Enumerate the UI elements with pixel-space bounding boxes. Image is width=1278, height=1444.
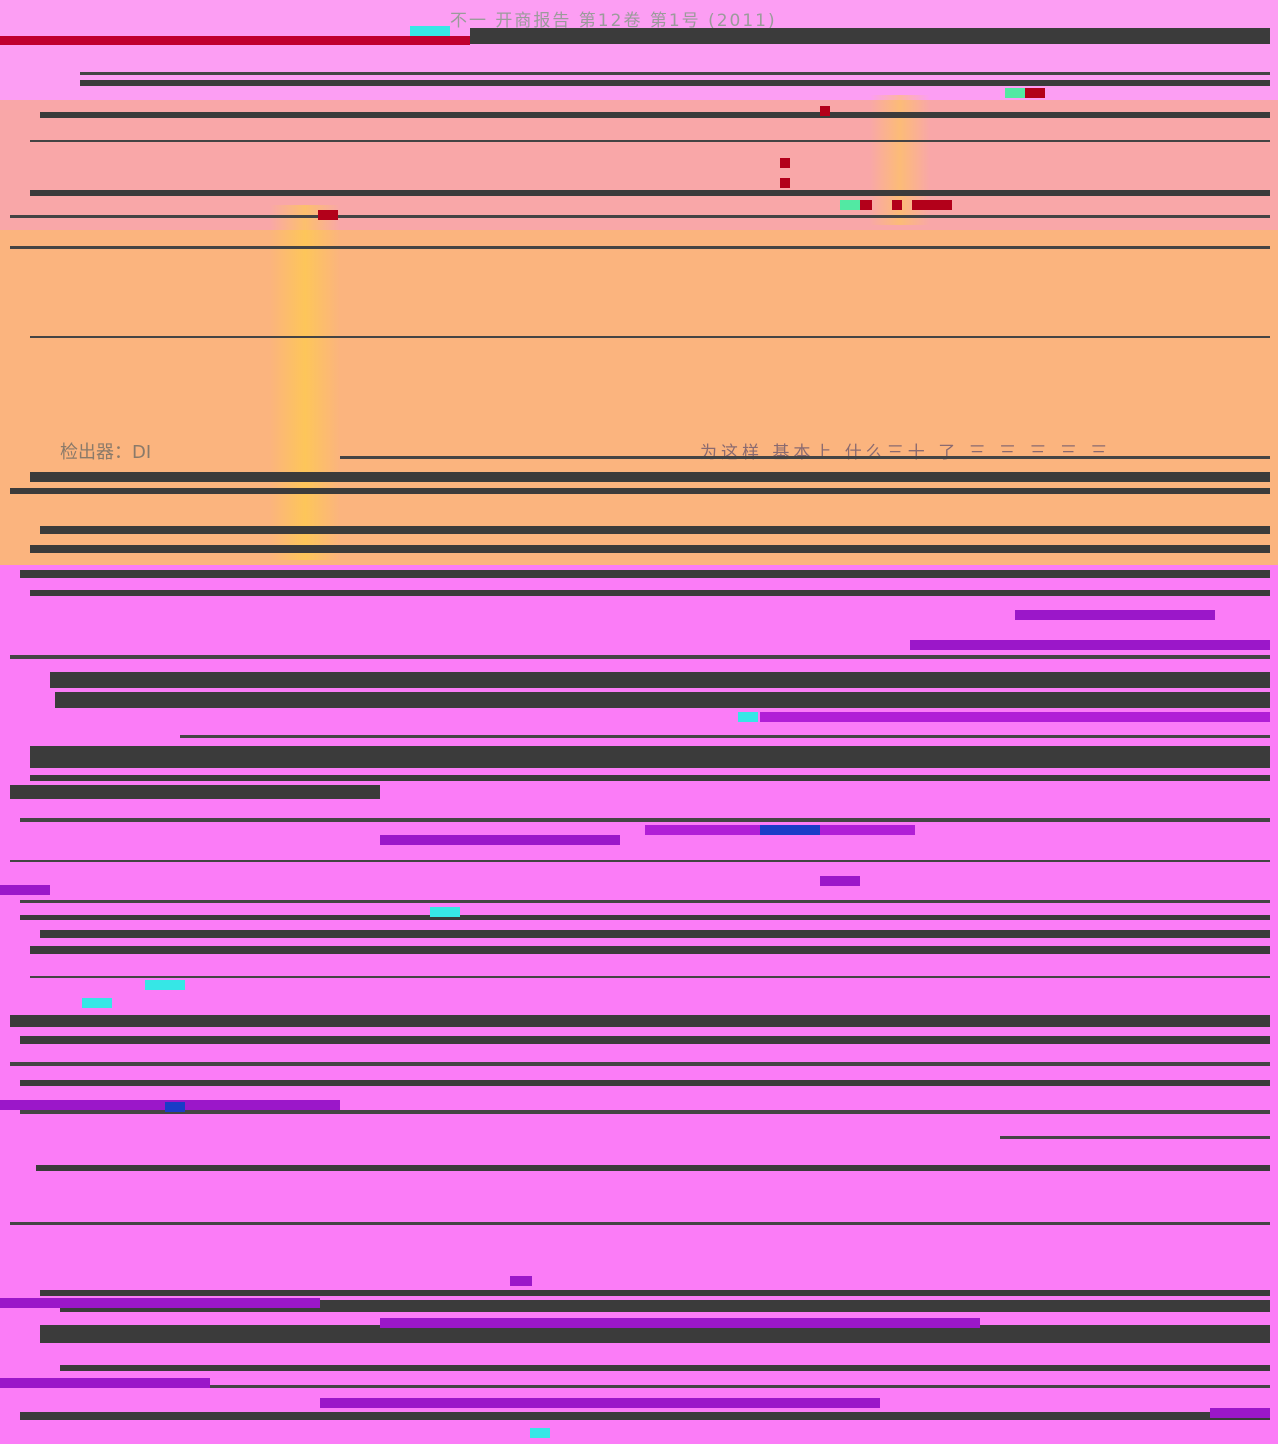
glitch-block <box>912 200 952 210</box>
glitch-line <box>20 1110 1270 1114</box>
glitch-line <box>30 545 1270 553</box>
glitch-block <box>780 178 790 188</box>
glitch-block <box>165 1102 185 1112</box>
glitch-line <box>10 215 1270 218</box>
glitch-line <box>10 1015 1270 1027</box>
glitch-block <box>1210 1408 1270 1418</box>
glitch-block <box>145 980 185 990</box>
glitch-line <box>20 1385 1270 1388</box>
glitch-line <box>20 818 1270 822</box>
glitch-line <box>30 140 1270 142</box>
glitch-line <box>30 946 1270 954</box>
glitch-line <box>20 915 1270 920</box>
glitch-line <box>30 775 1270 781</box>
glitch-line <box>60 1365 1270 1371</box>
glitch-line <box>180 735 1270 738</box>
glitch-block <box>1015 610 1215 620</box>
glitch-line <box>20 1412 1270 1420</box>
glitch-line <box>40 1290 1270 1296</box>
glitch-line <box>340 456 1270 459</box>
glitch-block <box>1005 88 1025 98</box>
detector-label: 检出器：DI <box>60 442 152 463</box>
glitch-line <box>10 860 1270 862</box>
glitch-block <box>410 26 450 36</box>
glitch-line <box>10 785 380 799</box>
glitch-block <box>820 876 860 886</box>
glitch-line <box>10 1062 1270 1066</box>
glitch-line <box>30 190 1270 196</box>
glitch-line <box>50 672 1270 688</box>
glitch-line <box>40 1325 1270 1343</box>
glitch-line <box>30 746 1270 768</box>
glitch-line <box>30 336 1270 338</box>
glitch-block <box>510 1276 532 1286</box>
glitch-block <box>860 200 872 210</box>
glitch-block <box>910 640 1270 650</box>
glitch-line <box>40 930 1270 938</box>
glitch-block <box>82 998 112 1008</box>
glitch-line <box>470 28 1270 44</box>
glitch-block <box>0 885 50 895</box>
glitch-line <box>10 1222 1270 1225</box>
glitch-block <box>820 106 830 116</box>
glitch-line <box>80 80 1270 86</box>
glitch-line <box>0 36 470 45</box>
glitch-block <box>780 158 790 168</box>
glitch-block <box>318 210 338 220</box>
glitch-line <box>60 1300 1270 1312</box>
glitch-line <box>10 246 1270 249</box>
glitch-line <box>30 472 1270 482</box>
glitch-block <box>320 1398 880 1408</box>
glitch-block <box>0 1298 320 1308</box>
glitch-block <box>380 835 620 845</box>
glitch-block <box>0 1378 210 1388</box>
glitch-line <box>30 976 1270 978</box>
glitch-line <box>20 900 1270 903</box>
glitch-line <box>1000 1136 1270 1139</box>
glitch-line <box>20 1080 1270 1086</box>
glitch-block <box>840 200 860 210</box>
warm-top-band <box>0 100 1278 230</box>
glitch-line <box>40 526 1270 534</box>
glitch-line <box>55 692 1270 708</box>
glitch-block <box>380 1318 980 1328</box>
glitch-block <box>892 200 902 210</box>
glitch-block <box>530 1428 550 1438</box>
glitch-block <box>760 712 1270 722</box>
glitch-line <box>20 570 1270 578</box>
glitch-block <box>760 825 820 835</box>
caption-text: 为这样 基本上 什么三十 了 三 三 三 三 三 <box>700 443 1112 463</box>
glitch-line <box>30 590 1270 596</box>
yellow-glitch-stripe <box>270 205 340 560</box>
glitch-block <box>738 712 758 722</box>
glitch-block <box>430 907 460 917</box>
glitch-line <box>20 1036 1270 1044</box>
glitch-line <box>10 488 1270 494</box>
glitch-block <box>1025 88 1045 98</box>
glitch-line <box>40 112 1270 118</box>
glitch-line <box>10 655 1270 659</box>
glitch-line <box>80 72 1270 75</box>
page-title: 不一 开商报告 第12卷 第1号 (2011) <box>450 11 777 31</box>
glitch-line <box>36 1165 1270 1171</box>
